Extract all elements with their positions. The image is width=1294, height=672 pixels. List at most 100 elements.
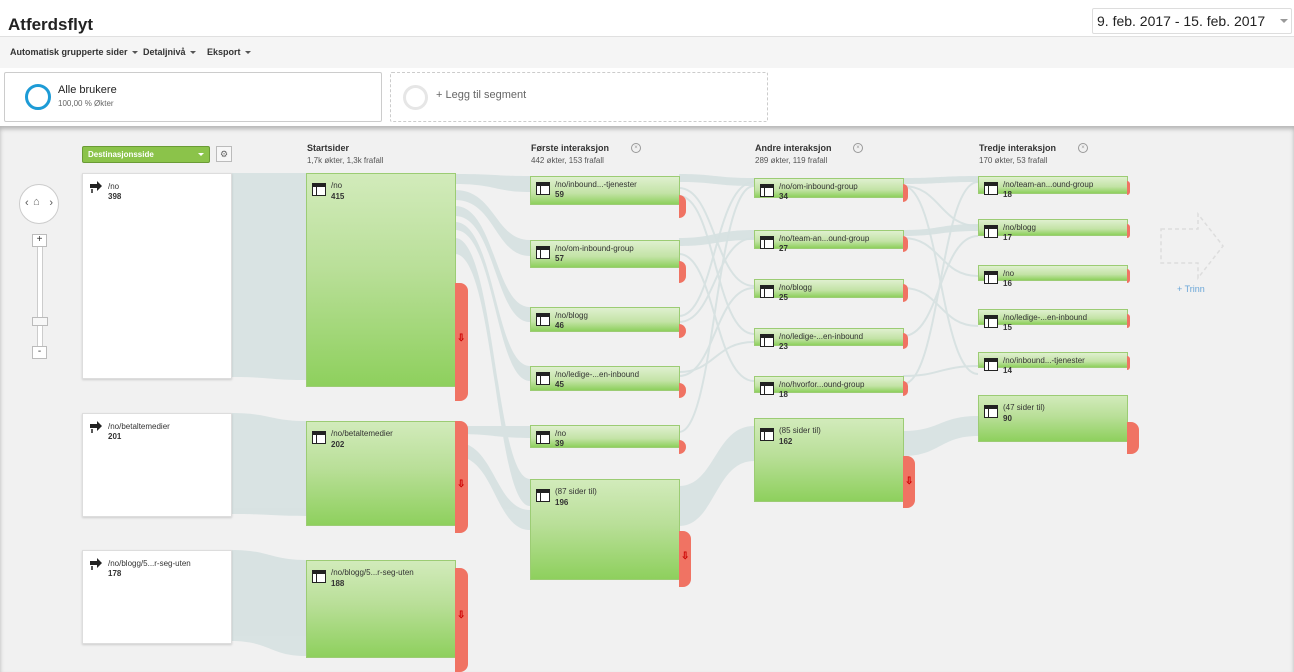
date-range-picker[interactable]: 9. feb. 2017 - 15. feb. 2017 xyxy=(1092,8,1292,34)
flow-node-value: 188 xyxy=(331,579,345,588)
source-node[interactable]: /no/blogg/5...r-seg-uten 178 xyxy=(82,550,232,644)
column-stats-third: 170 økter, 53 frafall xyxy=(979,156,1048,165)
column-title-first: Første interaksjon xyxy=(531,143,610,153)
dropoff-arrow-icon: ⇩ xyxy=(457,333,466,344)
close-icon[interactable]: × xyxy=(631,143,641,153)
grouping-menu[interactable]: Automatisk grupperte sider xyxy=(10,47,138,57)
close-icon[interactable]: × xyxy=(1078,143,1088,153)
add-segment-button[interactable]: + Legg til segment xyxy=(390,72,768,122)
dropoff-bar[interactable] xyxy=(679,195,686,218)
flow-node[interactable]: /no/team-an...ound-group 27 xyxy=(754,230,904,253)
flow-node-value: 14 xyxy=(1003,366,1012,375)
flow-node[interactable]: /no/blogg 25 xyxy=(754,279,904,302)
flow-node[interactable]: /no 415 xyxy=(306,173,456,387)
export-menu[interactable]: Eksport xyxy=(207,47,251,57)
flow-node[interactable]: /no/team-an...ound-group 18 xyxy=(978,176,1128,199)
chevron-down-icon xyxy=(244,51,251,55)
dropoff-bar[interactable]: ⇩ xyxy=(679,531,691,587)
dimension-select-label: Destinasjonsside xyxy=(88,150,154,159)
page-icon xyxy=(536,372,550,385)
date-range-text: 9. feb. 2017 - 15. feb. 2017 xyxy=(1097,13,1266,29)
flow-node-label: /no/om-inbound-group xyxy=(555,244,634,253)
flow-node[interactable]: /no 39 xyxy=(530,425,680,448)
dropoff-arrow-icon: ⇩ xyxy=(681,551,690,562)
flow-link xyxy=(455,206,530,322)
flow-node[interactable]: (87 sider til) 196 xyxy=(530,479,680,580)
zoom-out-button[interactable]: - xyxy=(32,346,47,359)
segment-all-users[interactable]: Alle brukere 100,00 % Økter xyxy=(4,72,382,122)
dropoff-bar[interactable] xyxy=(903,236,908,252)
flow-link xyxy=(455,442,530,530)
column-stats-second: 289 økter, 119 frafall xyxy=(755,156,828,165)
page-title: Atferdsflyt xyxy=(8,15,94,34)
dropoff-bar[interactable] xyxy=(903,333,908,349)
flow-node[interactable]: /no/blogg/5...r-seg-uten 188 xyxy=(306,560,456,658)
dropoff-bar[interactable] xyxy=(1127,422,1139,454)
column-title-third: Tredje interaksjon xyxy=(979,143,1057,153)
source-node[interactable]: /no/betaltemedier 201 xyxy=(82,413,232,517)
dropoff-bar[interactable] xyxy=(679,440,686,454)
flow-node[interactable]: /no 16 xyxy=(978,265,1128,288)
add-step-button[interactable]: + Trinn xyxy=(1160,211,1224,294)
flow-node-label: /no/inbound...-tjenester xyxy=(555,180,637,189)
flow-node[interactable]: /no/betaltemedier 202 xyxy=(306,421,456,526)
flow-node[interactable]: /no/om-inbound-group 34 xyxy=(754,178,904,201)
zoom-slider[interactable] xyxy=(37,246,43,352)
flow-link xyxy=(678,341,755,373)
flow-node-value: 202 xyxy=(331,440,345,449)
zoom-slider-handle[interactable] xyxy=(32,317,48,326)
flow-node[interactable]: /no/ledige-...en-inbound 15 xyxy=(978,309,1128,332)
flow-node-value: 57 xyxy=(555,254,564,263)
dropoff-bar[interactable]: ⇩ xyxy=(455,283,468,401)
source-node-value: 398 xyxy=(108,192,122,201)
flow-node[interactable]: /no/blogg 46 xyxy=(530,307,680,332)
grouping-menu-label: Automatisk grupperte sider xyxy=(10,47,128,57)
flow-canvas[interactable]: ‹ ⌂ › + - Destinasjonsside ⚙ Startsider … xyxy=(0,126,1294,672)
dropoff-bar[interactable] xyxy=(679,324,686,338)
detail-level-menu[interactable]: Detaljnivå xyxy=(143,47,196,57)
pan-right-icon[interactable]: › xyxy=(49,197,53,209)
dropoff-bar[interactable] xyxy=(903,284,908,302)
dropoff-bar[interactable] xyxy=(903,381,908,396)
flow-node[interactable]: /no/inbound...-tjenester 14 xyxy=(978,352,1128,375)
pan-left-icon[interactable]: ‹ xyxy=(25,197,29,209)
chevron-down-icon xyxy=(189,51,196,55)
page-icon xyxy=(760,184,774,197)
dropoff-bar[interactable] xyxy=(679,261,686,283)
dropoff-bar[interactable] xyxy=(1127,356,1130,370)
dropoff-bar[interactable]: ⇩ xyxy=(903,456,915,508)
flow-node-value: 16 xyxy=(1003,279,1012,288)
pan-control[interactable]: ‹ ⌂ › xyxy=(19,184,59,224)
dropoff-bar[interactable] xyxy=(903,184,908,202)
flow-node-label: /no/hvorfor...ound-group xyxy=(779,380,865,389)
flow-node[interactable]: (47 sider til) 90 xyxy=(978,395,1128,442)
close-icon[interactable]: × xyxy=(853,143,863,153)
flow-node[interactable]: (85 sider til) 162 xyxy=(754,418,904,502)
source-node[interactable]: /no 398 xyxy=(82,173,232,379)
dropoff-bar[interactable]: ⇩ xyxy=(455,421,468,533)
gear-icon[interactable]: ⚙ xyxy=(216,146,232,162)
dropoff-bar[interactable] xyxy=(1127,224,1130,238)
page-icon xyxy=(536,431,550,444)
flow-link xyxy=(903,176,978,184)
dropoff-bar[interactable] xyxy=(679,383,686,398)
flow-link xyxy=(902,287,979,327)
flow-node[interactable]: /no/blogg 17 xyxy=(978,219,1128,242)
home-icon[interactable]: ⌂ xyxy=(33,196,40,208)
dropoff-bar[interactable] xyxy=(1127,181,1130,195)
flow-link xyxy=(455,190,530,256)
flow-node[interactable]: /no/ledige-...en-inbound 23 xyxy=(754,328,904,351)
export-label: Eksport xyxy=(207,47,241,57)
flow-link xyxy=(678,287,755,377)
dropoff-bar[interactable] xyxy=(1127,269,1130,283)
flow-node[interactable]: /no/inbound...-tjenester 59 xyxy=(530,176,680,205)
flow-node[interactable]: /no/ledige-...en-inbound 45 xyxy=(530,366,680,391)
flow-link xyxy=(231,550,306,656)
dimension-select[interactable]: Destinasjonsside xyxy=(82,146,210,163)
dropoff-bar[interactable] xyxy=(1127,314,1130,328)
flow-node[interactable]: /no/hvorfor...ound-group 18 xyxy=(754,376,904,399)
zoom-in-button[interactable]: + xyxy=(32,234,47,247)
dropoff-bar[interactable]: ⇩ xyxy=(455,568,468,672)
flow-node[interactable]: /no/om-inbound-group 57 xyxy=(530,240,680,268)
flow-node-value: 18 xyxy=(779,390,788,399)
